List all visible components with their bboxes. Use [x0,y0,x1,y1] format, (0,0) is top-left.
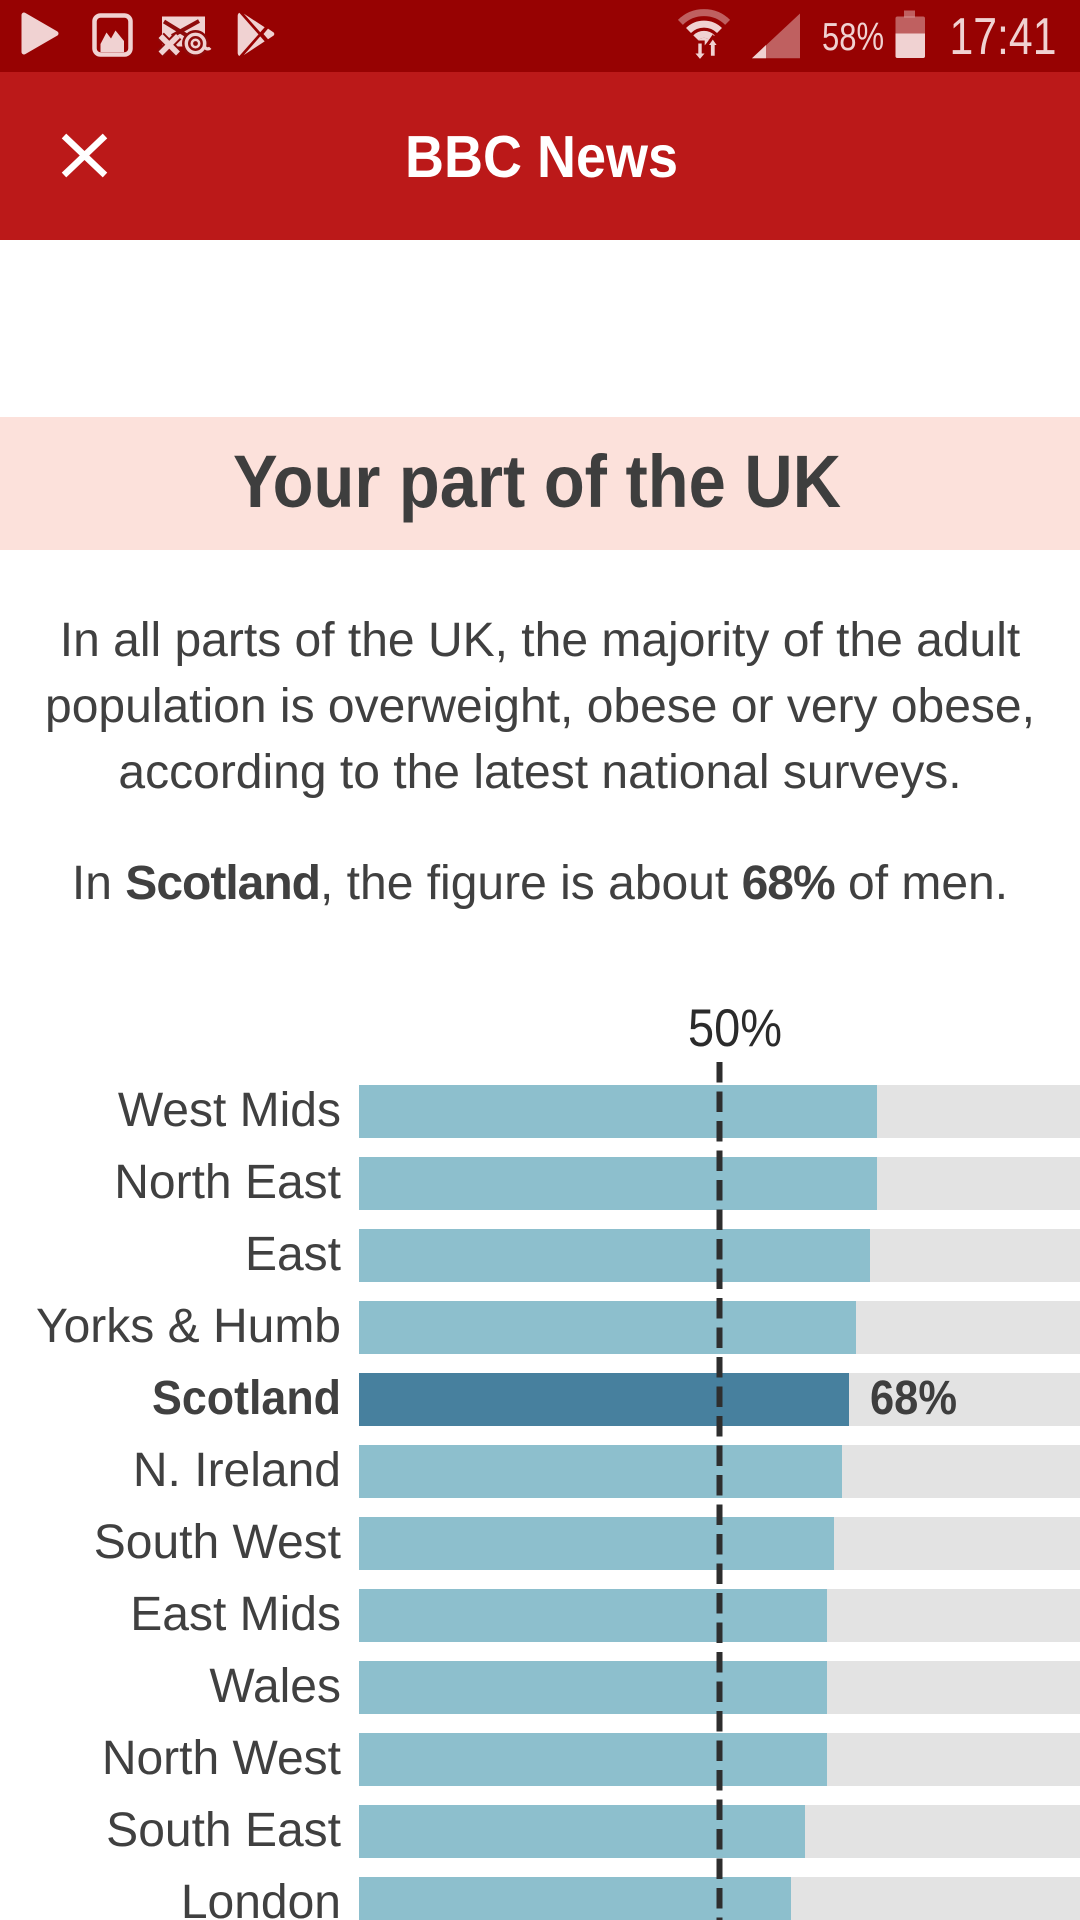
svg-text:East Mids: East Mids [130,1588,341,1641]
svg-text:North East: North East [114,1156,341,1209]
svg-text:Wales: Wales [209,1660,341,1713]
svg-text:South East: South East [106,1804,341,1857]
svg-text:East: East [245,1228,341,1281]
svg-text:South West: South West [94,1516,341,1569]
svg-text:London: London [181,1876,341,1920]
svg-text:17:41: 17:41 [950,8,1057,66]
svg-text:Yorks & Humb: Yorks & Humb [36,1300,341,1353]
svg-text:Your part of the UK: Your part of the UK [233,440,841,523]
svg-text:68%: 68% [870,1372,957,1425]
svg-text:Scotland: Scotland [152,1372,341,1425]
svg-text:West Mids: West Mids [118,1084,341,1137]
svg-text:North West: North West [102,1732,341,1785]
svg-text:N. Ireland: N. Ireland [133,1444,341,1497]
svg-text:BBC News: BBC News [405,124,678,190]
svg-text:58%: 58% [822,16,884,59]
svg-text:50%: 50% [688,999,782,1058]
